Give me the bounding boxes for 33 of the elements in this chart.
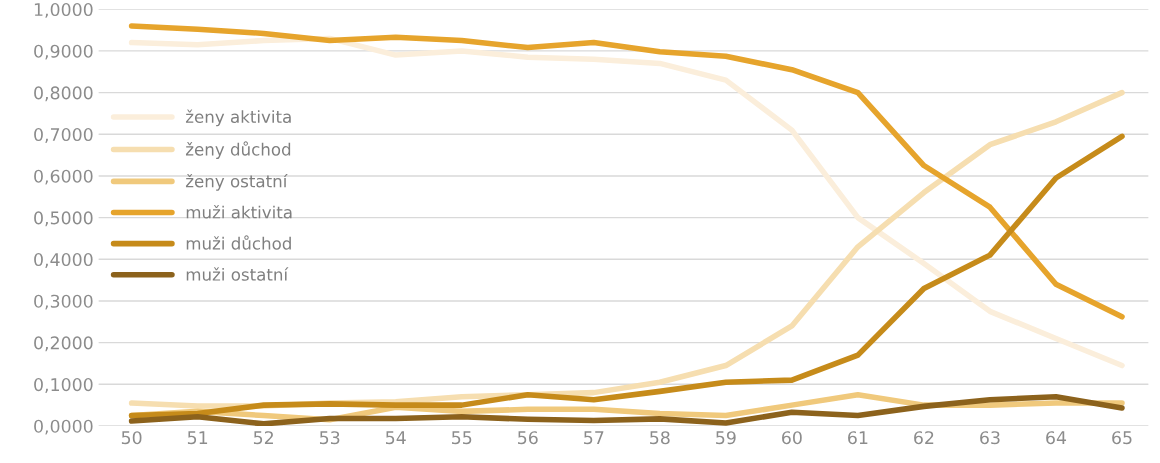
- y-tick-label: 0,5000: [34, 211, 93, 227]
- legend-label: ženy ostatní: [185, 173, 288, 191]
- x-tick-label: 64: [1046, 431, 1067, 445]
- y-tick-label: 0,2000: [34, 336, 93, 352]
- x-tick-label: 54: [386, 431, 406, 445]
- x-tick-label: 56: [518, 431, 538, 445]
- y-tick-label: 0,3000: [34, 294, 93, 310]
- x-tick-label: 59: [716, 431, 736, 445]
- y-tick-label: 0,0000: [34, 419, 93, 435]
- x-tick-label: 65: [1112, 431, 1132, 445]
- x-tick-label: 50: [121, 431, 142, 445]
- legend-label: ženy aktivita: [185, 109, 291, 127]
- x-tick-label: 53: [319, 431, 340, 445]
- legend-label: muži důchod: [186, 235, 291, 250]
- x-tick-label: 62: [914, 431, 934, 445]
- legend-label: ženy důchod: [185, 141, 291, 159]
- x-tick-label: 57: [584, 431, 604, 445]
- x-tick-label: 61: [848, 431, 868, 445]
- y-tick-label: 1,0000: [34, 2, 93, 18]
- y-tick-label: 0,1000: [34, 378, 93, 393]
- legend-label: muži aktivita: [186, 205, 292, 219]
- y-tick-label: 0,6000: [34, 169, 93, 185]
- x-tick-label: 58: [650, 431, 670, 445]
- y-tick-label: 0,4000: [34, 252, 93, 268]
- x-tick-label: 60: [782, 431, 802, 445]
- x-tick-label: 52: [253, 431, 273, 445]
- legend-label: muži ostatní: [186, 267, 289, 281]
- y-tick-label: 0,7000: [34, 127, 93, 143]
- x-tick-label: 63: [980, 431, 1000, 445]
- x-tick-label: 51: [187, 431, 208, 445]
- y-tick-label: 0,9000: [34, 44, 93, 60]
- y-tick-label: 0,8000: [34, 86, 93, 102]
- x-tick-label: 55: [452, 431, 472, 445]
